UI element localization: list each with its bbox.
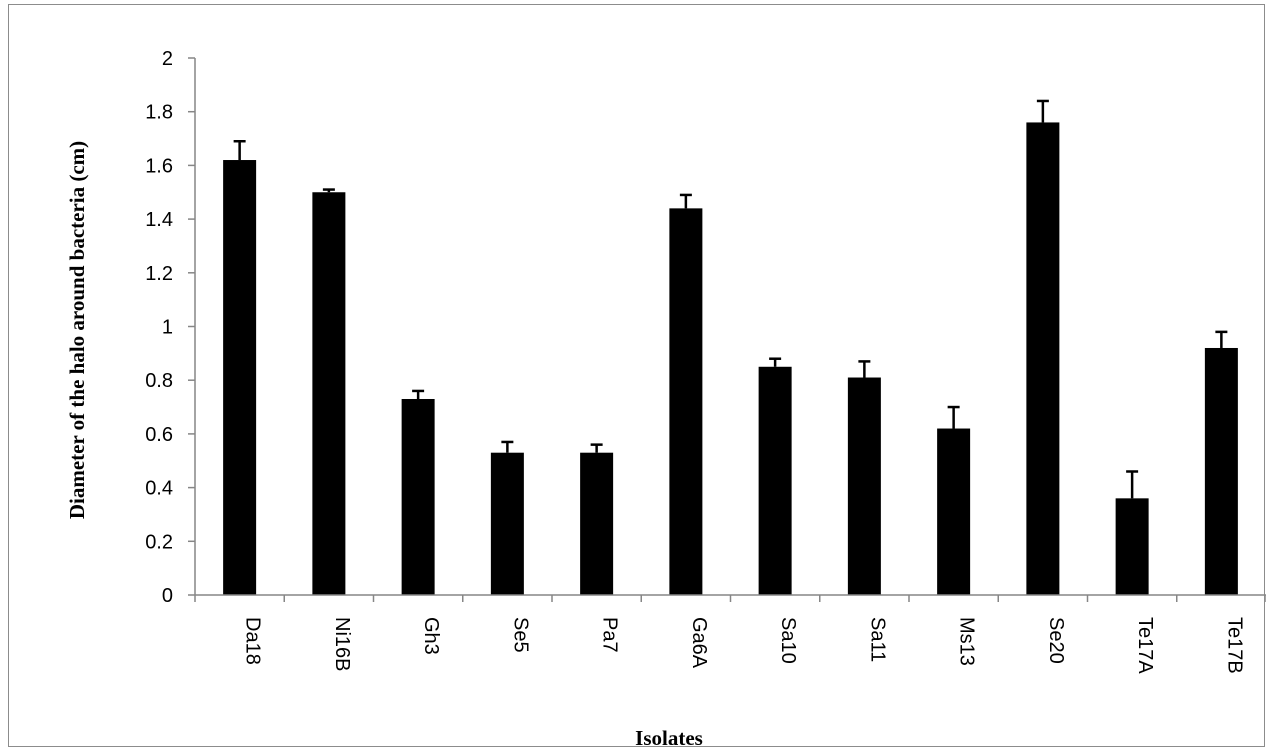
bar-Ga6A (669, 208, 703, 596)
x-tick-label: Ni16B (331, 617, 353, 671)
y-tick-label: 0.6 (145, 424, 173, 446)
x-tick-label: Te17A (1134, 617, 1156, 674)
x-tick-label: Sa11 (866, 617, 888, 662)
y-tick-label: 1.4 (145, 209, 173, 231)
x-tick-label: Sa10 (777, 617, 799, 664)
bar-Sa11 (847, 377, 881, 595)
x-axis-title: Isolates (635, 726, 703, 748)
x-tick-label: Se5 (509, 617, 531, 653)
y-axis-ticks: 0 0.2 0.4 0.6 0.8 1 1.2 1.4 1.6 1.8 2 (145, 48, 195, 607)
chart-frame: 0 0.2 0.4 0.6 0.8 1 1.2 1.4 1.6 1.8 2 Da18 Ni16B Gh3… (8, 4, 1266, 748)
bars (223, 122, 1238, 596)
bar-Te17A (1115, 498, 1149, 595)
y-tick-label: 1.8 (145, 102, 173, 124)
x-tick-label: Ms13 (956, 617, 978, 666)
y-tick-label: 0.8 (145, 370, 173, 392)
bar-Sa10 (758, 366, 792, 595)
bar-chart: 0 0.2 0.4 0.6 0.8 1 1.2 1.4 1.6 1.8 2 Da18 Ni16B Gh3… (65, 48, 1266, 748)
bar-Ms13 (937, 428, 971, 595)
x-tick-label: Ga6A (688, 617, 710, 669)
y-tick-label: 1.6 (145, 155, 173, 177)
bar-Gh3 (401, 398, 435, 595)
bar-Se5 (490, 452, 524, 595)
x-tick-label: Da18 (242, 617, 264, 665)
x-tick-label: Gh3 (420, 617, 442, 655)
bar-Se20 (1026, 122, 1060, 595)
y-tick-label: 0 (162, 585, 173, 607)
x-axis-tick-labels: Da18 Ni16B Gh3 Se5 Pa7 Ga6A Sa10 Sa11 Ms13 Se20 Te… (242, 617, 1246, 674)
bar-Ni16B (312, 192, 346, 595)
x-tick-label: Te17B (1223, 617, 1245, 674)
y-tick-label: 2 (162, 48, 173, 70)
bar-Da18 (223, 160, 257, 595)
bar-Te17B (1204, 347, 1238, 595)
y-tick-label: 1.2 (145, 263, 173, 285)
x-tick-label: Pa7 (599, 617, 621, 653)
y-tick-label: 0.4 (145, 478, 173, 500)
y-tick-label: 1 (162, 317, 173, 339)
error-bars (233, 99, 1228, 499)
x-tick-label: Se20 (1045, 617, 1067, 664)
y-axis-title: Diameter of the halo around bacteria (cm… (65, 141, 89, 519)
y-tick-label: 0.2 (145, 531, 173, 553)
bar-Pa7 (580, 452, 614, 595)
axes (194, 58, 1266, 602)
